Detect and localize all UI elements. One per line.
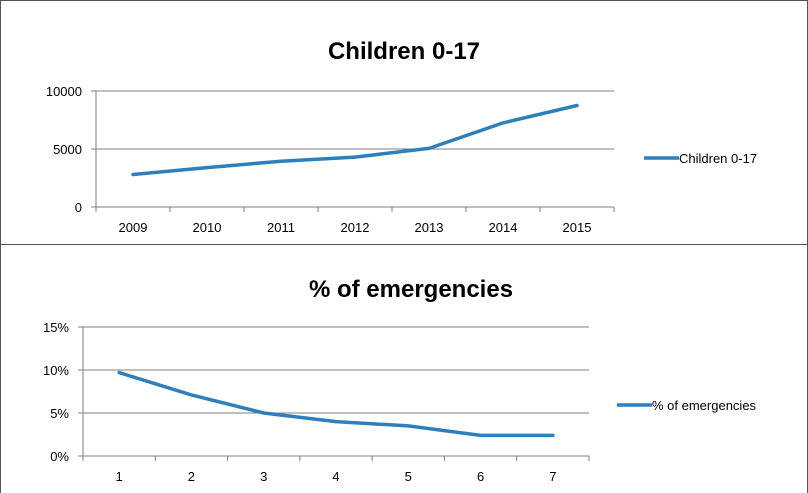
- x-tick-label: 1: [116, 469, 123, 484]
- x-tick-label: 2011: [267, 220, 295, 235]
- chart-title: % of emergencies: [309, 276, 513, 303]
- y-tick-label: 0%: [50, 449, 69, 464]
- y-tick-label: 5000: [53, 142, 82, 157]
- y-tick-label: 0: [75, 200, 82, 215]
- legend: Children 0-17: [644, 151, 757, 166]
- x-tick-label: 2009: [119, 220, 148, 235]
- x-tick-label: 2: [188, 469, 195, 484]
- y-tick-label: 10%: [43, 363, 69, 378]
- emergencies-chart-svg: % of emergencies 0% 5% 10% 15% 1 2 3 4 5 6 7 % of…: [43, 276, 757, 484]
- y-tick-label: 10000: [46, 84, 82, 99]
- x-tick-label: 4: [332, 469, 339, 484]
- chart-panel-children: Children 0-17 0 5000 10000 2009 2010 2011 201…: [0, 0, 808, 245]
- series: [117, 370, 555, 438]
- x-tick-label: 2014: [489, 220, 518, 235]
- series: [131, 103, 579, 177]
- legend-label: Children 0-17: [679, 151, 757, 166]
- legend-label: % of emergencies: [652, 398, 757, 413]
- x-tick-label: 2015: [563, 220, 592, 235]
- chart-panel-emergencies: % of emergencies 0% 5% 10% 15% 1 2 3 4 5 6 7 % of…: [0, 244, 808, 493]
- x-tick-label: 3: [260, 469, 267, 484]
- y-tick-labels: 0% 5% 10% 15%: [43, 320, 69, 464]
- legend: % of emergencies: [617, 398, 757, 413]
- y-tick-labels: 0 5000 10000: [46, 84, 82, 215]
- x-tick-label: 6: [477, 469, 484, 484]
- gridlines: [83, 326, 589, 414]
- y-tick-label: 5%: [50, 406, 69, 421]
- series-line: [117, 370, 555, 438]
- x-tick-label: 2010: [193, 220, 222, 235]
- children-chart-svg: Children 0-17 0 5000 10000 2009 2010 2011 201…: [46, 38, 757, 235]
- x-tick-label: 7: [549, 469, 556, 484]
- axes: [78, 326, 590, 461]
- series-line: [131, 103, 579, 177]
- x-tick-labels: 2009 2010 2011 2012 2013 2014 2015: [119, 220, 592, 235]
- x-tick-label: 2013: [415, 220, 444, 235]
- y-tick-label: 15%: [43, 320, 69, 335]
- chart-title: Children 0-17: [328, 38, 480, 65]
- x-tick-labels: 1 2 3 4 5 6 7: [116, 469, 557, 484]
- gridlines: [96, 90, 614, 150]
- x-tick-label: 2012: [341, 220, 370, 235]
- axes: [91, 90, 615, 212]
- x-tick-label: 5: [405, 469, 412, 484]
